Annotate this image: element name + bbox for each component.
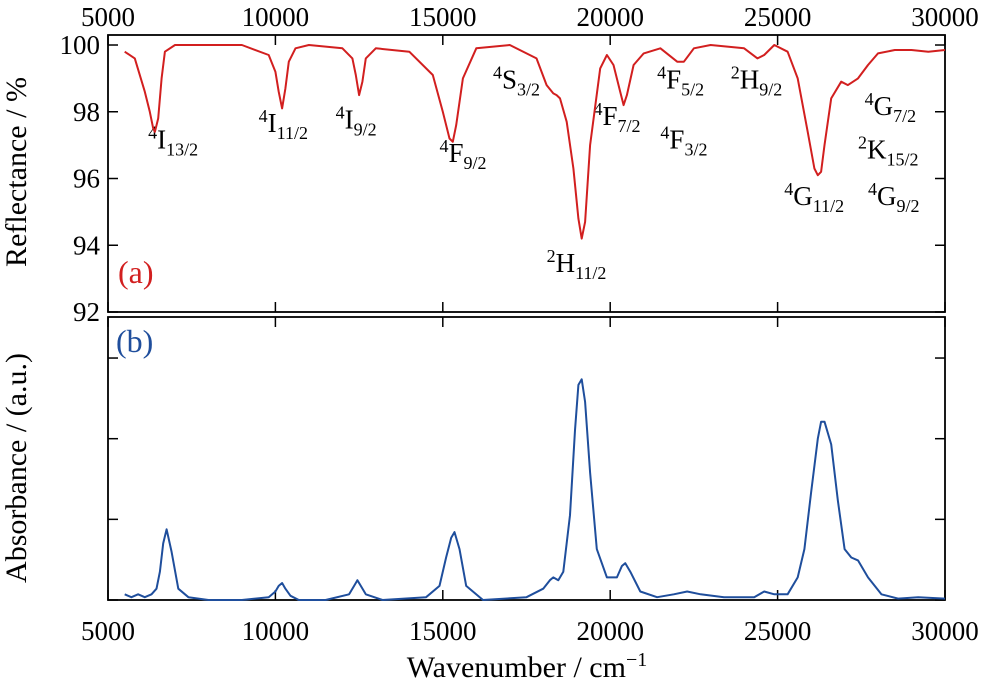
transition-label: 4S3/2: [493, 62, 540, 99]
panel-b-axes: 5000 10000 15000 20000 25000 30000: [81, 317, 979, 646]
x-tick-label-top: 15000: [409, 2, 477, 32]
series-line: [124, 378, 946, 601]
transition-label: 2K15/2: [858, 132, 919, 169]
x-tick-label-top: 10000: [242, 2, 310, 32]
y-tick-label: 100: [60, 30, 101, 60]
transition-label: 4I11/2: [259, 106, 308, 143]
x-tick-label: 5000: [81, 616, 135, 646]
panel-a-label: (a): [118, 254, 154, 290]
x-axis-title: Wavenumber / cm−1: [407, 649, 647, 684]
x-tick-label-top: 5000: [81, 2, 135, 32]
x-tick-label: 10000: [242, 616, 310, 646]
y-tick-label: 92: [73, 297, 100, 327]
transition-label: 4F9/2: [439, 136, 486, 173]
transition-label: 4I13/2: [148, 122, 198, 159]
x-tick-label: 30000: [911, 616, 979, 646]
transition-label: 2H9/2: [731, 62, 783, 99]
transition-label: 4G11/2: [784, 179, 844, 216]
transition-label: 4F5/2: [657, 62, 704, 99]
y-tick-label: 94: [73, 230, 101, 260]
transition-label: 4F3/2: [660, 122, 707, 159]
transition-label: 4G9/2: [868, 179, 920, 216]
y-tick-label: 98: [73, 97, 100, 127]
x-tick-label-top: 20000: [576, 2, 644, 32]
transition-label: 2H11/2: [547, 246, 607, 283]
series-line: [124, 44, 946, 240]
panel-a-frame: [107, 34, 946, 313]
x-tick-label: 20000: [576, 616, 644, 646]
transition-label: 4F7/2: [593, 99, 640, 136]
transition-label: 4I9/2: [336, 102, 377, 139]
panel-a-axes: 5000 10000 15000 20000 25000 30000 92 94 96 98 100: [60, 2, 979, 327]
x-tick-label-top: 25000: [744, 2, 812, 32]
x-tick-label: 25000: [744, 616, 812, 646]
panel-b-y-axis-title: Absorbance / (a.u.): [0, 353, 33, 583]
panel-b-label: (b): [116, 323, 153, 359]
panel-a-y-axis-title: Reflectance / %: [0, 77, 33, 267]
x-tick-label-top: 30000: [911, 2, 979, 32]
x-axis-title-main: Wavenumber / cm: [407, 651, 626, 684]
x-tick-label: 15000: [409, 616, 477, 646]
y-tick-label: 96: [73, 164, 100, 194]
panel-b-frame: [107, 316, 946, 601]
x-axis-title-sup: −1: [626, 649, 647, 671]
transition-label: 4G7/2: [865, 89, 917, 126]
